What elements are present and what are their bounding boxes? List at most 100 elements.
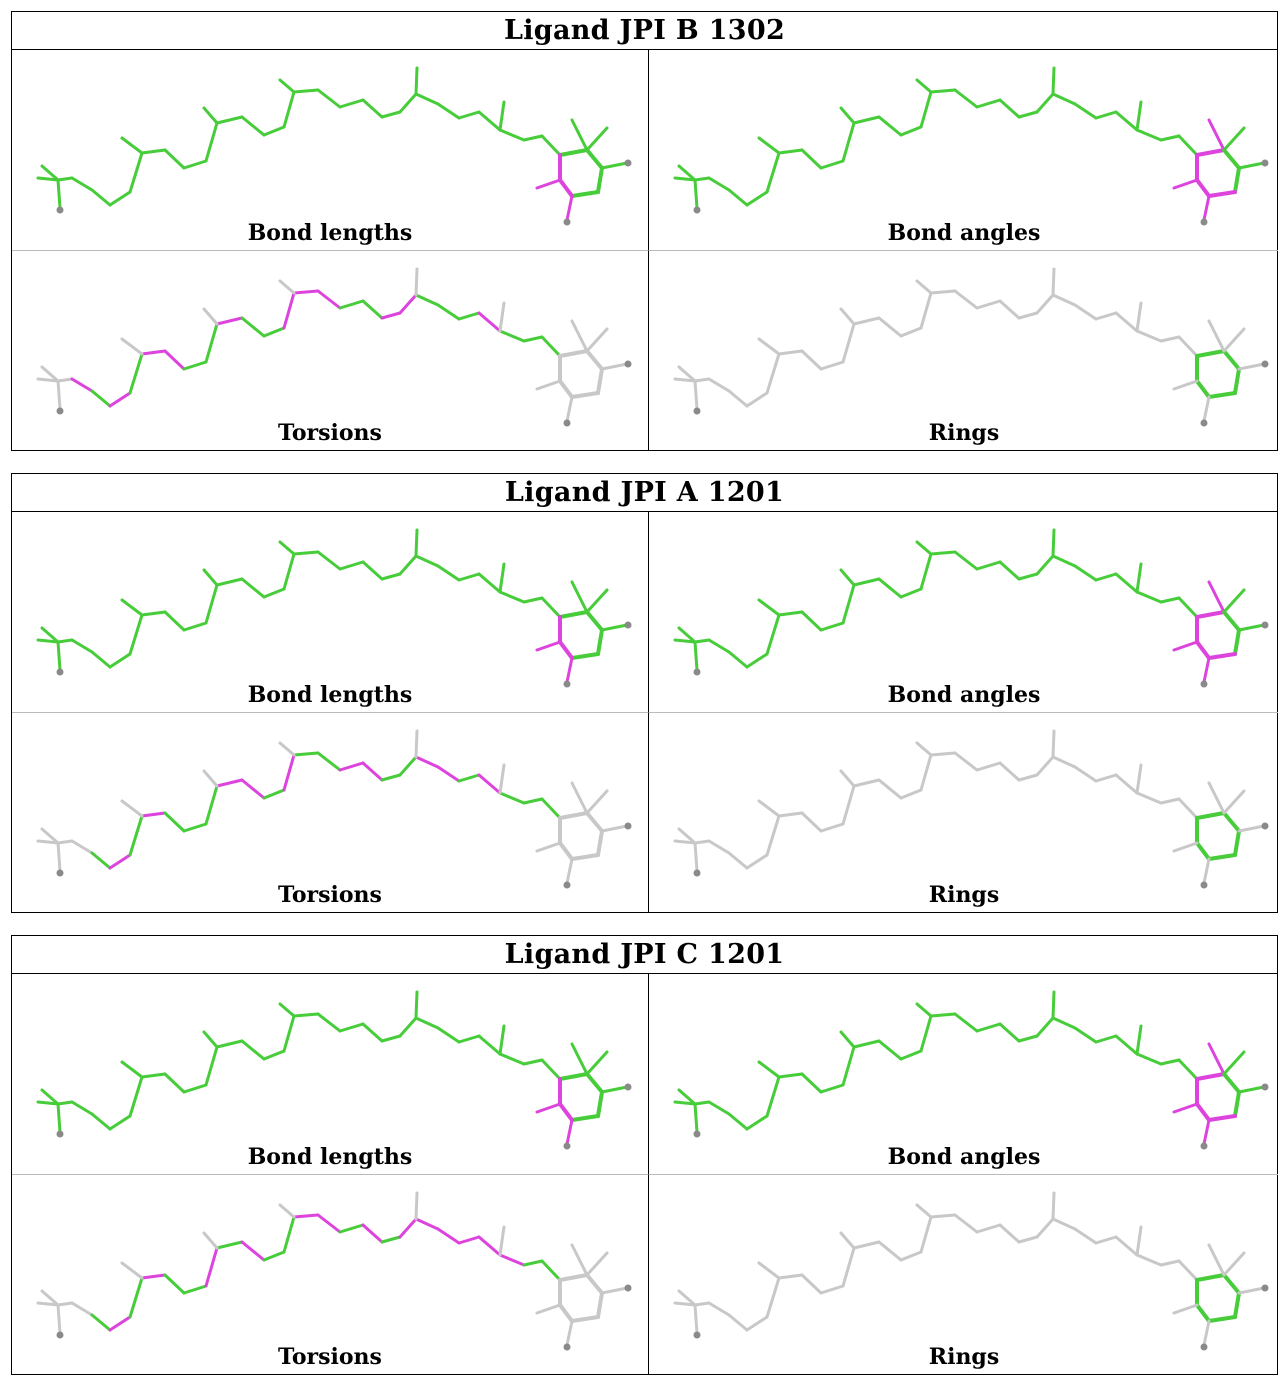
bond — [1051, 293, 1077, 307]
bond — [953, 88, 979, 109]
bond — [585, 1050, 609, 1076]
bond — [596, 1291, 604, 1319]
bond — [316, 289, 342, 310]
bond — [919, 552, 933, 591]
bond — [240, 577, 266, 599]
atom — [56, 1331, 64, 1339]
bond — [841, 1246, 856, 1288]
bond — [1222, 789, 1246, 815]
bond — [338, 299, 365, 310]
bond — [1135, 1225, 1143, 1257]
bond — [1222, 588, 1246, 614]
bond — [128, 814, 144, 857]
bond — [40, 1289, 60, 1307]
bond — [477, 1034, 502, 1056]
bond — [120, 337, 144, 356]
bond — [765, 1075, 781, 1118]
bond — [852, 1240, 881, 1250]
bond — [1159, 1259, 1181, 1267]
bond — [40, 365, 60, 383]
bond — [522, 1259, 544, 1267]
atom — [693, 407, 701, 415]
bond — [1114, 1235, 1139, 1257]
bond — [398, 1016, 418, 1038]
bond — [727, 1313, 749, 1332]
bond — [535, 379, 562, 391]
bond — [40, 827, 60, 845]
bond — [998, 299, 1021, 320]
bond — [1135, 1253, 1163, 1267]
bond — [929, 751, 957, 757]
bond — [498, 1024, 506, 1056]
bond — [841, 784, 856, 826]
bond — [56, 841, 62, 873]
atom — [56, 869, 64, 877]
bond — [215, 1240, 244, 1250]
bond — [40, 626, 60, 644]
bond — [841, 583, 856, 625]
bond — [202, 1030, 219, 1049]
bond — [975, 1223, 1002, 1234]
molecule-diagram — [36, 990, 632, 1150]
bond — [558, 841, 574, 861]
bond — [1051, 729, 1056, 759]
bond — [414, 293, 440, 307]
bond — [140, 1273, 167, 1280]
bond — [727, 389, 749, 408]
bond — [436, 765, 461, 783]
bond — [1094, 773, 1118, 783]
bond — [673, 638, 697, 644]
torsions-panel: Torsions — [12, 1174, 649, 1374]
bond — [693, 178, 699, 210]
bond — [757, 799, 781, 818]
bond — [1135, 128, 1163, 142]
bond — [56, 640, 62, 672]
bond — [745, 190, 769, 207]
bond — [919, 753, 933, 792]
bond — [585, 789, 609, 815]
bond — [1114, 773, 1139, 795]
bond — [1051, 990, 1056, 1020]
bond — [1207, 652, 1237, 660]
bond — [540, 1058, 562, 1081]
atom — [563, 881, 571, 889]
bond — [1051, 1191, 1056, 1221]
panel-label: Torsions — [278, 882, 382, 908]
bond — [819, 1083, 845, 1094]
bond — [316, 751, 342, 772]
bond — [1233, 829, 1241, 857]
bond — [877, 1240, 903, 1262]
bond — [278, 741, 296, 757]
bond — [819, 822, 845, 833]
bond — [998, 98, 1021, 119]
bond — [414, 990, 419, 1020]
bond — [1051, 66, 1056, 96]
bond — [777, 148, 804, 155]
bond — [1035, 293, 1055, 315]
bond — [278, 1002, 296, 1018]
bond — [800, 1273, 823, 1295]
bond — [585, 327, 609, 353]
bond — [570, 391, 600, 399]
bond — [1159, 1058, 1181, 1066]
bond — [477, 773, 502, 795]
bond — [1172, 1303, 1199, 1315]
bond — [693, 1100, 711, 1106]
bond — [70, 377, 94, 393]
bond — [596, 1090, 604, 1118]
bond — [1202, 656, 1211, 684]
bond — [361, 1223, 384, 1244]
bond — [128, 1276, 144, 1319]
bond — [316, 88, 342, 109]
bond — [839, 568, 856, 587]
bond — [877, 778, 903, 800]
atom — [1200, 218, 1208, 226]
bond — [777, 811, 804, 818]
bond — [498, 791, 526, 805]
panel-label: Rings — [928, 882, 1000, 908]
bond — [1159, 335, 1181, 343]
bond — [108, 391, 132, 408]
bond — [1195, 1273, 1226, 1282]
bond — [1094, 1034, 1118, 1044]
bond — [1195, 349, 1226, 358]
